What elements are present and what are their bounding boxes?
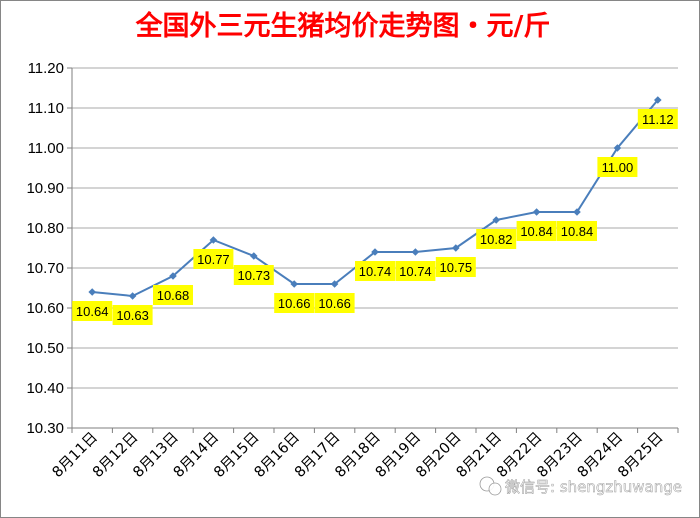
y-tick-label: 10.50 [26, 340, 64, 357]
data-point [88, 288, 96, 296]
data-label: 10.64 [76, 304, 109, 319]
data-label: 10.73 [238, 268, 271, 283]
data-label-box [274, 293, 315, 313]
data-label: 10.63 [116, 308, 149, 323]
data-point [492, 216, 500, 224]
data-point [411, 248, 420, 256]
y-tick-label: 11.00 [28, 140, 64, 157]
data-label: 10.66 [278, 296, 311, 311]
data-label: 10.84 [520, 224, 553, 239]
y-tick-label: 10.80 [26, 220, 64, 237]
chart-title: 全国外三元生猪均价走势图・元/斤 [135, 10, 551, 42]
y-tick-label: 10.40 [26, 380, 64, 397]
data-point [452, 244, 460, 252]
data-label: 10.77 [197, 252, 230, 267]
y-tick-label: 10.30 [26, 420, 64, 437]
data-point [290, 280, 298, 288]
y-tick-label: 11.10 [28, 100, 64, 117]
data-label: 10.82 [480, 232, 513, 247]
data-label-box [435, 257, 476, 277]
data-label-box [153, 285, 193, 305]
watermark: 微信号: shengzhuwange [479, 476, 682, 496]
data-label: 11.00 [602, 160, 634, 175]
data-point [250, 252, 258, 260]
data-point [128, 292, 137, 300]
data-point [613, 144, 622, 152]
data-point [371, 248, 379, 256]
y-tick-label: 10.60 [26, 300, 64, 317]
data-point [573, 208, 581, 216]
wechat-icon [479, 476, 502, 496]
data-label-box [637, 109, 678, 129]
series [88, 96, 662, 300]
data-label: 10.75 [440, 260, 473, 275]
data-label-box [557, 221, 597, 241]
data-label-box [193, 249, 234, 269]
data-label-box [597, 157, 638, 177]
y-tick-label: 11.20 [28, 60, 64, 77]
data-label-box [72, 301, 113, 321]
data-labels: 10.64 10.63 10.68 10.77 10.73 10.66 10.66 10.74… [72, 109, 678, 325]
data-label: 10.66 [318, 296, 351, 311]
y-tick-label: 10.90 [26, 180, 64, 197]
data-label-box [476, 229, 517, 249]
data-label: 10.74 [399, 264, 432, 279]
data-label-box [314, 293, 355, 313]
data-label-box [233, 265, 274, 285]
data-label: 10.68 [157, 288, 190, 303]
data-point [654, 96, 662, 104]
data-label-box [112, 305, 153, 325]
data-label: 10.74 [359, 264, 392, 279]
data-point [532, 208, 541, 216]
data-label: 10.84 [561, 224, 594, 239]
y-tick-label: 10.70 [26, 260, 64, 277]
data-label-box [516, 221, 557, 241]
data-point [209, 236, 218, 244]
data-label: 11.12 [642, 112, 674, 127]
watermark-text: 微信号: shengzhuwange [505, 478, 682, 496]
data-point [169, 272, 177, 280]
data-label-box [395, 261, 436, 281]
gridlines [72, 67, 678, 389]
data-point [330, 280, 339, 288]
data-label-box [355, 261, 395, 281]
